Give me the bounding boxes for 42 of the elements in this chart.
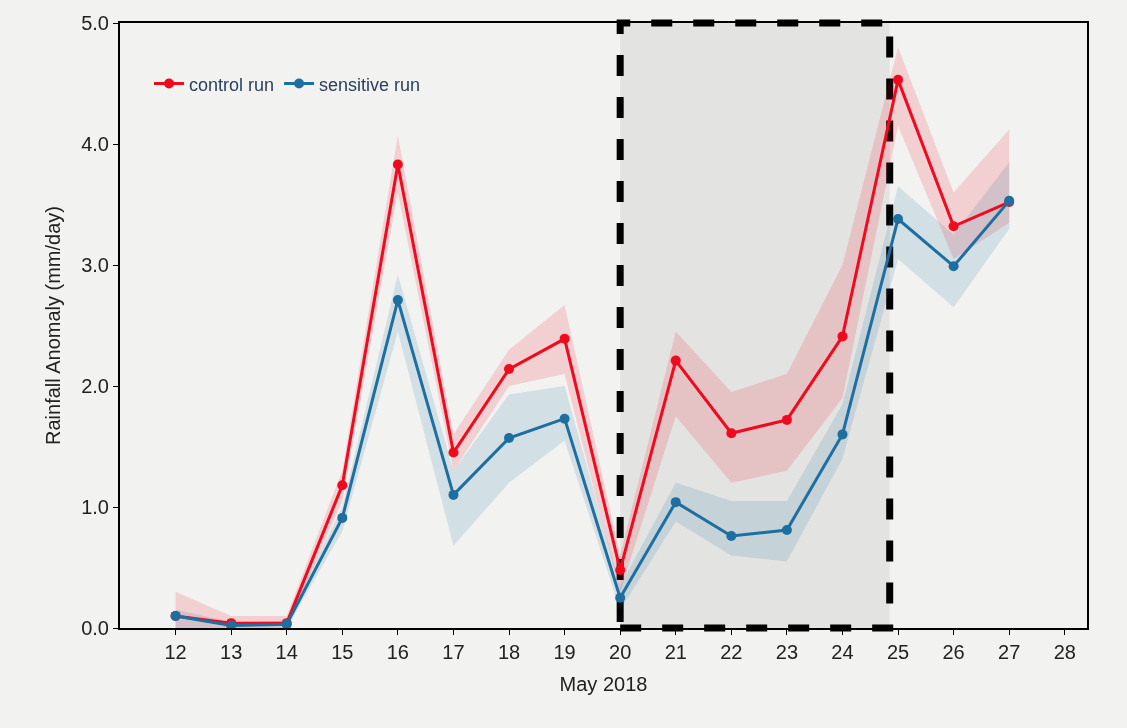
- y-tick-label: 3.0: [81, 254, 109, 276]
- y-tick-label: 4.0: [81, 133, 109, 155]
- x-tick-label: 24: [831, 641, 854, 663]
- y-tick-label: 1.0: [81, 496, 109, 518]
- x-tick-label: 16: [386, 641, 409, 663]
- x-tick-label: 14: [275, 641, 298, 663]
- x-tick-label: 22: [720, 641, 743, 663]
- point: [504, 364, 515, 375]
- point: [781, 524, 792, 535]
- y-tick-label: 5.0: [81, 12, 109, 34]
- point: [893, 74, 904, 85]
- y-tick-label: 2.0: [81, 375, 109, 397]
- x-tick-label: 21: [664, 641, 687, 663]
- point: [670, 497, 681, 508]
- legend-label: sensitive run: [319, 74, 421, 95]
- point: [726, 428, 737, 439]
- x-tick-label: 18: [497, 641, 521, 663]
- point: [726, 531, 737, 542]
- x-tick-label: 19: [553, 641, 576, 663]
- y-axis-title: Rainfall Anomaly (mm/day): [42, 206, 65, 445]
- x-tick-label: 27: [998, 641, 1021, 663]
- x-tick-label: 28: [1053, 641, 1076, 663]
- x-tick-label: 20: [609, 641, 632, 663]
- x-tick-label: 12: [164, 641, 187, 663]
- legend-label: control run: [189, 74, 275, 95]
- point: [670, 355, 681, 366]
- x-tick-label: 15: [331, 641, 354, 663]
- point: [781, 414, 792, 425]
- point: [504, 433, 515, 444]
- point: [448, 489, 459, 500]
- point: [948, 261, 959, 272]
- point: [893, 214, 904, 225]
- point: [837, 331, 848, 342]
- point: [448, 447, 459, 458]
- x-tick-label: 23: [775, 641, 799, 663]
- x-tick-label: 26: [942, 641, 965, 663]
- x-tick-label: 13: [220, 641, 243, 663]
- x-axis-title: May 2018: [559, 673, 648, 695]
- y-tick-label: 0.0: [81, 617, 109, 639]
- point: [948, 221, 959, 232]
- x-tick-label: 17: [442, 641, 465, 663]
- x-tick-label: 25: [886, 641, 910, 663]
